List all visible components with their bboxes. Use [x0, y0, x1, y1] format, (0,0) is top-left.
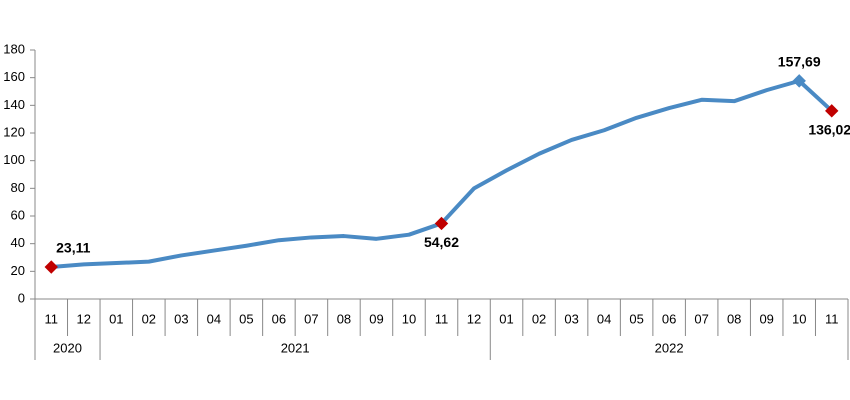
x-tick-label: 12 — [77, 311, 91, 326]
x-tick-label: 09 — [759, 311, 773, 326]
y-tick-label: 180 — [3, 41, 25, 56]
x-tick-label: 02 — [142, 311, 156, 326]
data-label: 157,69 — [778, 54, 821, 70]
x-tick-label: 07 — [694, 311, 708, 326]
x-tick-label: 10 — [402, 311, 416, 326]
marker — [792, 74, 806, 88]
y-tick-label: 120 — [3, 124, 25, 139]
x-tick-label: 06 — [662, 311, 676, 326]
y-tick-label: 60 — [11, 207, 25, 222]
x-tick-label: 11 — [435, 311, 449, 326]
x-tick-label: 07 — [304, 311, 318, 326]
marker — [434, 216, 449, 231]
x-tick-label: 10 — [792, 311, 806, 326]
x-tick-label: 12 — [467, 311, 481, 326]
x-tick-label: 11 — [45, 311, 59, 326]
x-tick-label: 05 — [629, 311, 643, 326]
marker — [825, 104, 839, 118]
x-tick-label: 03 — [174, 311, 188, 326]
x-tick-label: 06 — [272, 311, 286, 326]
x-tick-label: 09 — [369, 311, 383, 326]
x-tick-label: 04 — [207, 311, 221, 326]
data-label: 136,02 — [808, 122, 850, 138]
y-tick-label: 160 — [3, 69, 25, 84]
year-label: 2021 — [281, 340, 310, 355]
year-label: 2022 — [655, 340, 684, 355]
y-tick-label: 20 — [11, 263, 25, 278]
year-label: 2020 — [53, 340, 82, 355]
x-tick-label: 03 — [564, 311, 578, 326]
data-label: 54,62 — [424, 234, 459, 250]
x-tick-label: 01 — [109, 311, 123, 326]
x-tick-label: 05 — [239, 311, 253, 326]
y-tick-label: 40 — [11, 235, 25, 250]
x-tick-label: 08 — [337, 311, 351, 326]
x-tick-label: 11 — [825, 311, 839, 326]
x-tick-label: 01 — [499, 311, 513, 326]
y-tick-label: 100 — [3, 152, 25, 167]
x-tick-label: 08 — [727, 311, 741, 326]
x-tick-label: 02 — [532, 311, 546, 326]
y-tick-label: 0 — [18, 290, 25, 305]
data-label: 23,11 — [56, 240, 90, 256]
y-tick-label: 80 — [11, 180, 25, 195]
x-tick-label: 04 — [597, 311, 611, 326]
marker — [44, 260, 58, 274]
y-tick-label: 140 — [3, 97, 25, 112]
